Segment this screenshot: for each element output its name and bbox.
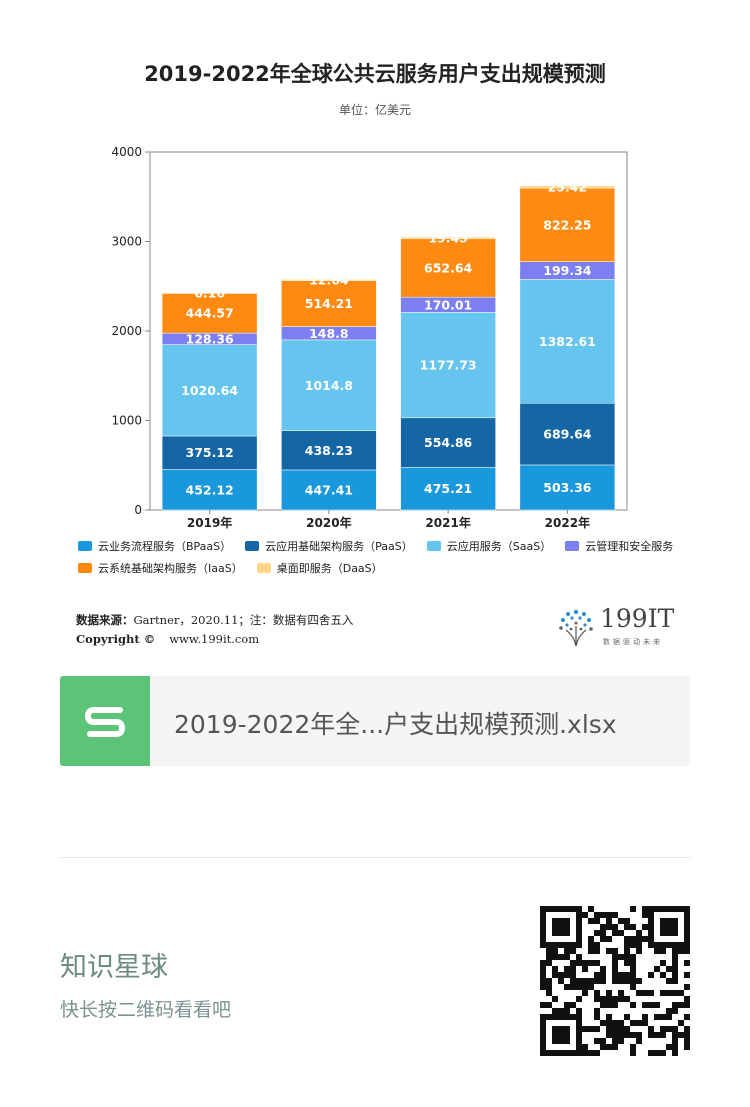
data-label: 554.86 <box>424 435 473 450</box>
y-tick-label: 0 <box>134 503 142 517</box>
qr-code-icon[interactable] <box>540 906 690 1056</box>
data-label: 19.45 <box>428 230 468 245</box>
x-tick-label: 2022年 <box>545 515 590 530</box>
bar-segment <box>519 279 616 404</box>
bar-segment <box>400 236 496 240</box>
data-label: 25.42 <box>548 179 588 194</box>
bar-segment <box>161 293 258 334</box>
bar-segment <box>161 344 258 437</box>
bar-segment <box>281 339 377 431</box>
data-label: 438.23 <box>305 443 353 458</box>
data-label: 148.8 <box>309 326 349 341</box>
bar-segment <box>519 185 616 189</box>
data-label: 1382.61 <box>539 334 596 349</box>
y-tick-label: 3000 <box>111 235 142 249</box>
bar-segment <box>519 464 616 511</box>
legend-item: 云管理和安全服务 <box>565 538 673 554</box>
brand-logo: 199IT 数据驱动未来 <box>554 604 684 648</box>
data-source: 数据来源：Gartner，2020.11；注：数据有四舍五入 <box>76 613 354 627</box>
chart-subtitle: 单位：亿美元 <box>338 103 411 117</box>
legend-item: 云应用基础架构服务（PaaS） <box>245 538 413 554</box>
x-tick-label: 2021年 <box>425 515 470 530</box>
x-tick-label: 2019年 <box>187 515 232 530</box>
stacked-bar-chart: 0 1000 2000 3000 4000 452.12 375.12 1020.64 128.… <box>111 145 628 530</box>
copyright-link[interactable]: www.199it.com <box>169 632 260 646</box>
data-label: 475.21 <box>424 481 472 496</box>
data-label: 1020.64 <box>181 383 238 398</box>
bar-segment <box>519 402 616 466</box>
data-label: 452.12 <box>186 482 234 497</box>
bar-segment <box>400 467 496 511</box>
data-label: 652.64 <box>424 260 473 275</box>
spreadsheet-s-icon <box>60 676 150 766</box>
bar-segment <box>400 417 496 468</box>
bar-segment <box>161 292 258 294</box>
chart-title: 2019-2022年全球公共云服务用户支出规模预测 <box>144 62 606 86</box>
data-label: 514.21 <box>305 296 353 311</box>
data-label: 503.36 <box>543 480 592 495</box>
file-attachment[interactable]: 2019-2022年全...户支出规模预测.xlsx <box>60 676 690 766</box>
bar-segment <box>161 435 258 470</box>
y-tick-label: 4000 <box>111 145 142 159</box>
data-label: 128.36 <box>186 331 235 346</box>
data-label: 199.34 <box>543 263 592 278</box>
bar-segment <box>281 430 377 471</box>
y-tick-label: 1000 <box>111 414 142 428</box>
data-label: 1014.8 <box>305 378 353 393</box>
data-label: 822.25 <box>543 217 591 232</box>
x-tick-label: 2020年 <box>306 515 351 530</box>
bar-segment <box>281 279 377 281</box>
bar-segment <box>400 312 496 419</box>
data-label: 375.12 <box>186 445 234 460</box>
bar-segment <box>281 280 377 327</box>
data-label: 12.64 <box>309 273 349 288</box>
bar-segment <box>281 469 377 511</box>
copyright: Copyright © www.199it.com <box>76 632 260 646</box>
legend-item: 云应用服务（SaaS） <box>426 538 551 554</box>
data-label: 1177.73 <box>420 358 477 373</box>
legend-item: 云业务流程服务（BPaaS） <box>78 538 231 554</box>
legend-item: 云系统基础架构服务（IaaS） <box>78 560 243 576</box>
file-name: 2019-2022年全...户支出规模预测.xlsx <box>174 710 617 739</box>
bar-segment <box>519 187 616 262</box>
data-label: 170.01 <box>424 297 472 312</box>
bar-segment <box>400 238 496 298</box>
promo-subtitle: 快长按二维码看看吧 <box>60 999 232 1021</box>
data-label: 6.16 <box>194 286 225 301</box>
legend-item: 桌面即服务（DaaS） <box>256 560 383 576</box>
data-label: 689.64 <box>543 427 592 442</box>
chart-legend: 云业务流程服务（BPaaS） 云应用基础架构服务（PaaS） 云应用服务（Saa… <box>78 538 698 582</box>
dandelion-logo-icon <box>559 609 593 647</box>
y-tick-label: 2000 <box>111 324 142 338</box>
divider <box>60 857 690 858</box>
data-label: 444.57 <box>186 306 234 321</box>
promo-title: 知识星球 <box>60 952 168 983</box>
data-label: 447.41 <box>305 482 353 497</box>
